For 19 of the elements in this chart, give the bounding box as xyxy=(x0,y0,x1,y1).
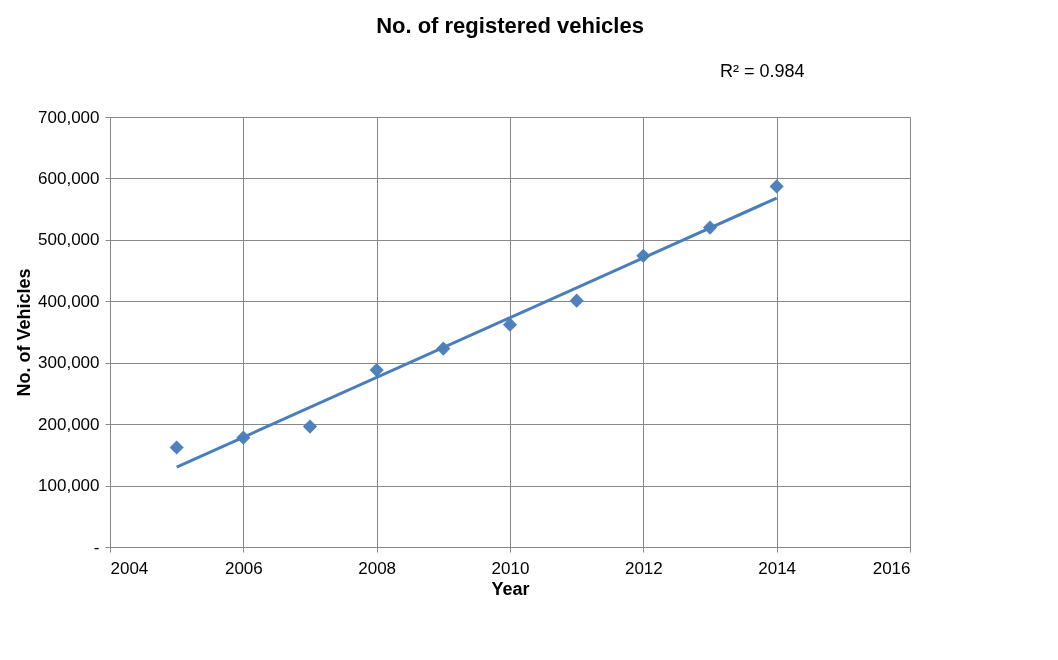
text: R² = 0.984 xyxy=(720,61,805,81)
x-axis-title: Year xyxy=(491,578,530,599)
y-tick-label: 100,000 xyxy=(38,476,100,496)
chart-title: No. of registered vehicles xyxy=(376,13,644,38)
x-tick-label: 2010 xyxy=(491,558,530,578)
y-tick-label: 200,000 xyxy=(38,414,100,434)
x-tick-label: 2008 xyxy=(358,558,397,578)
x-tick-label: 2004 xyxy=(110,558,149,578)
y-tick-label: - xyxy=(93,537,100,557)
x-tick-label: 2014 xyxy=(758,558,797,578)
x-tick-label: 2012 xyxy=(624,558,663,578)
y-tick-label: 300,000 xyxy=(38,353,100,373)
y-tick-label: 500,000 xyxy=(38,230,100,250)
y-tick-label: 600,000 xyxy=(38,168,100,188)
y-axis-title: No. of Vehicles xyxy=(14,268,35,397)
y-tick-label: 700,000 xyxy=(38,107,100,127)
y-tick-label: 400,000 xyxy=(38,291,100,311)
x-tick-label: 2006 xyxy=(224,558,263,578)
x-tick-label: 2016 xyxy=(872,558,911,578)
